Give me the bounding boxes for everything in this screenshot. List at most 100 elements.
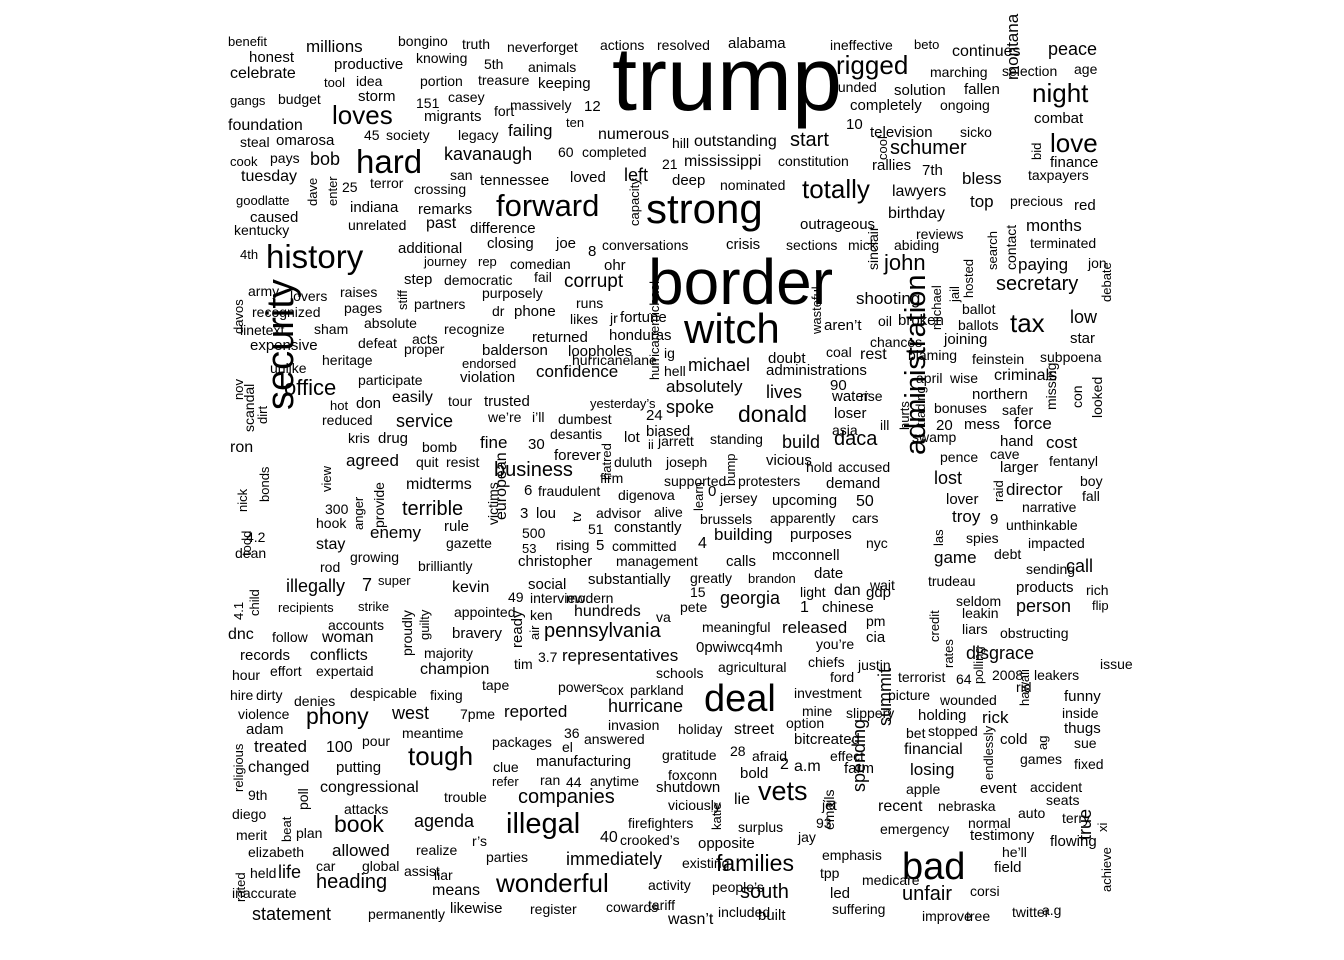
cloud-word: fallen (964, 81, 1000, 98)
cloud-word: rallies (872, 157, 912, 174)
cloud-word: rule (444, 518, 470, 535)
cloud-word: means (432, 882, 481, 899)
cloud-word: diego (232, 806, 267, 822)
cloud-word: left (624, 165, 649, 185)
cloud-word: event (980, 780, 1017, 797)
cloud-word: past (426, 215, 457, 232)
cloud-word: dean (235, 545, 267, 561)
cloud-word: dumbest (558, 411, 612, 427)
cloud-word: ig (664, 345, 675, 361)
cloud-word: linetext (240, 322, 285, 338)
cloud-word: additional (398, 240, 463, 257)
cloud-word: tariff (648, 897, 675, 913)
cloud-word: keeping (538, 75, 591, 92)
cloud-word: proudly (399, 610, 415, 656)
cloud-word: debt (994, 546, 1022, 562)
cloud-word: greatly (690, 570, 733, 586)
cloud-word: jr (610, 310, 618, 326)
cloud-word: brandon (748, 571, 796, 586)
cloud-word: refer (492, 774, 519, 789)
cloud-word: con (1069, 385, 1085, 408)
cloud-word: missing (1043, 362, 1059, 410)
cloud-word: bet (906, 725, 926, 741)
cloud-word: loved (570, 169, 606, 186)
cloud-word: comedian (510, 256, 571, 272)
cloud-word: leakers (1034, 667, 1080, 683)
cloud-word: attacks (344, 801, 389, 817)
cloud-word: medicare (862, 872, 920, 888)
cloud-word: aren’t (824, 317, 862, 334)
cloud-word: rich (1086, 582, 1109, 598)
cloud-word: terry (1062, 810, 1090, 826)
cloud-word: runs (576, 295, 604, 311)
cloud-word: emergency (880, 821, 950, 837)
cloud-word: date (814, 565, 844, 582)
cloud-word: we’re (488, 409, 522, 425)
cloud-word: brussels (700, 511, 753, 527)
cloud-word: abiding (894, 237, 940, 253)
cloud-word: 8 (588, 243, 597, 260)
cloud-word: crooked’s (620, 832, 680, 848)
cloud-word: hell (664, 363, 686, 379)
cloud-word: purposely (482, 285, 543, 301)
cloud-word: kris (348, 430, 370, 446)
cloud-word: lou (536, 505, 557, 522)
cloud-word: proper (404, 341, 445, 357)
cloud-word: hurricanemichael (647, 281, 662, 380)
cloud-word: tough (408, 741, 474, 771)
cloud-word: absolute (364, 315, 417, 331)
cloud-word: 49 (508, 589, 524, 605)
cloud-word: television (870, 124, 933, 141)
cloud-word: peace (1048, 39, 1098, 59)
cloud-word: ballot (962, 301, 996, 317)
cloud-word: georgia (720, 588, 781, 608)
cloud-word: resolved (657, 37, 710, 53)
cloud-word: purposes (790, 526, 852, 543)
cloud-word: hand (1000, 433, 1034, 450)
cloud-word: jon (1088, 255, 1107, 271)
cloud-word: 30 (528, 436, 545, 453)
cloud-word: millions (306, 37, 363, 56)
cloud-word: fail (534, 269, 552, 285)
cloud-word: firm (600, 470, 624, 486)
cloud-word: trouble (444, 789, 487, 805)
cloud-word: trump (612, 30, 843, 130)
cloud-word: biased (646, 423, 691, 440)
cloud-word: rigged (836, 50, 909, 80)
cloud-word: director (1006, 480, 1063, 499)
cloud-word: recognized (252, 304, 321, 320)
cloud-word: love (1050, 128, 1098, 158)
cloud-word: gazette (446, 535, 492, 551)
cloud-word: liar (434, 867, 453, 883)
cloud-word: troy (952, 507, 981, 526)
cloud-word: lives (766, 382, 803, 402)
cloud-word: hold (806, 459, 833, 475)
cloud-word: mick (848, 237, 877, 253)
cloud-word: strong (646, 185, 763, 232)
cloud-word: ii (648, 437, 654, 452)
cloud-word: ag (1035, 735, 1050, 750)
cloud-word: 7 (362, 575, 373, 595)
cloud-word: journey (424, 254, 467, 269)
cloud-word: pennsylvania (544, 620, 661, 642)
cloud-word: air (527, 625, 542, 640)
cloud-word: cave (990, 446, 1020, 462)
cloud-word: heading (316, 871, 388, 893)
cloud-word: ballots (958, 317, 999, 333)
cloud-word: ford (830, 669, 855, 685)
cloud-word: lover (946, 491, 979, 508)
cloud-word: bomb (422, 439, 458, 455)
cloud-word: 12 (584, 98, 601, 115)
cloud-word: knowing (416, 50, 468, 66)
cloud-word: fine (480, 433, 508, 452)
cloud-word: neverforget (507, 39, 578, 55)
cloud-word: mine (802, 703, 833, 719)
cloud-word: wounded (940, 692, 997, 708)
cloud-word: option (786, 715, 825, 731)
cloud-word: accounts (328, 617, 385, 633)
cloud-word: upcoming (772, 492, 838, 509)
cloud-word: 0 (708, 483, 717, 500)
cloud-word: 53 (522, 541, 537, 556)
cloud-word: forward (496, 188, 600, 223)
cloud-word: dirty (256, 687, 283, 703)
